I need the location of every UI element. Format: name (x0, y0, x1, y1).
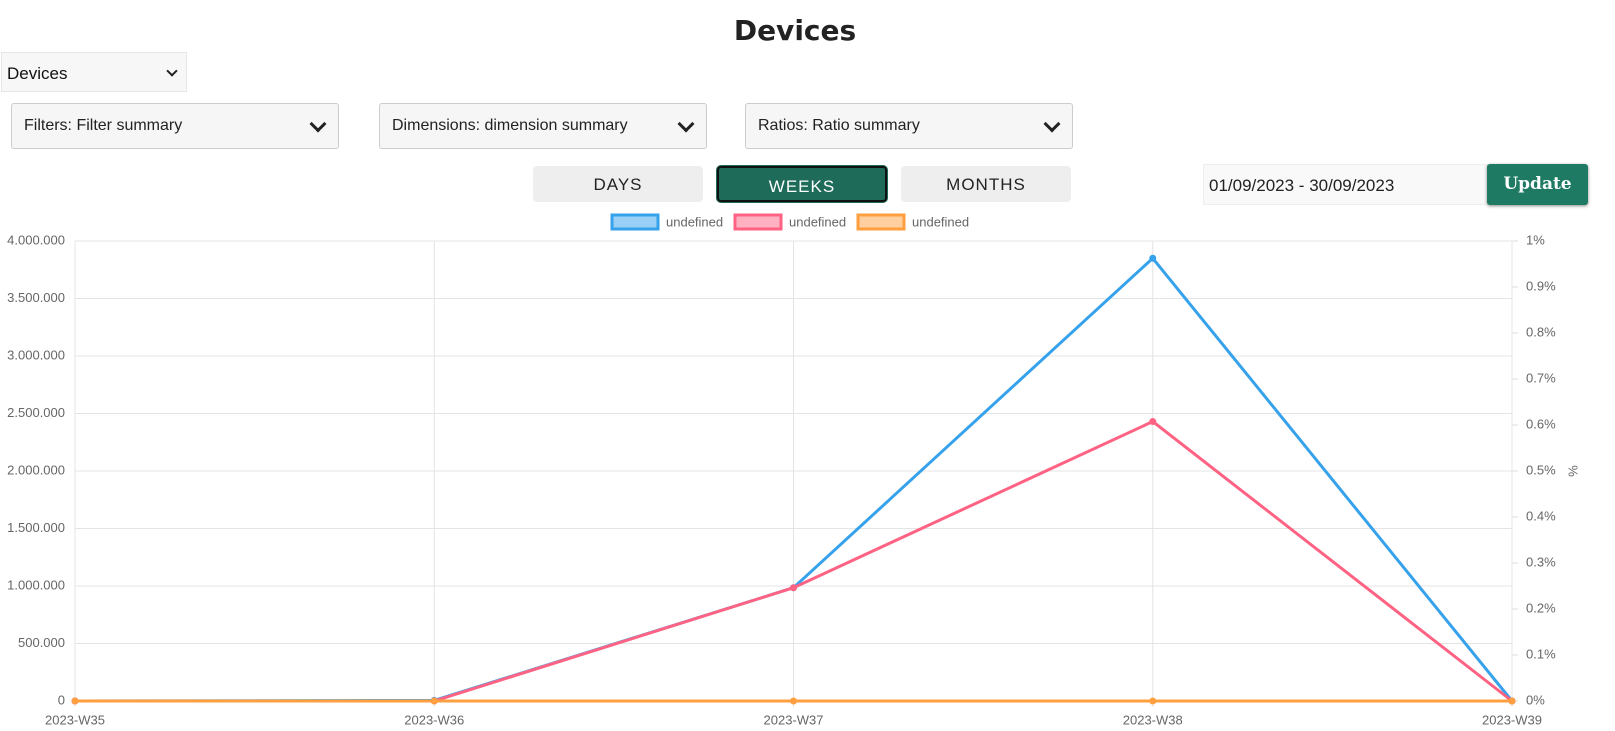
y2-tick-label: 0.2% (1526, 600, 1556, 615)
x-tick-label: 2023-W37 (764, 712, 824, 727)
page-title: Devices (733, 14, 857, 47)
period-button[interactable]: WEEKS (717, 166, 887, 202)
y2-tick-label: 0.8% (1526, 324, 1556, 339)
date-range-input[interactable]: 01/09/2023 - 30/09/2023 (1203, 164, 1488, 205)
data-point (790, 697, 797, 705)
legend-label: undefined (666, 214, 723, 229)
legend-swatch (856, 213, 906, 231)
x-tick-label: 2023-W35 (45, 712, 105, 727)
x-tick-label: 2023-W39 (1482, 712, 1542, 727)
data-point (1149, 418, 1157, 426)
y2-tick-label: 0.5% (1526, 462, 1556, 477)
x-tick-label: 2023-W36 (404, 712, 464, 727)
dropdown-label: Filters: Filter summary (24, 117, 183, 134)
period-button[interactable]: MONTHS (901, 166, 1071, 202)
dropdown-label: Dimensions: dimension summary (392, 117, 628, 134)
y2-axis-title: % (1566, 465, 1581, 477)
period-button[interactable]: DAYS (533, 166, 703, 202)
y-tick-label: 3.500.000 (7, 290, 65, 305)
y-tick-label: 3.000.000 (7, 347, 65, 362)
dimensions-dropdown[interactable]: Dimensions: dimension summary (379, 103, 707, 149)
y-tick-label: 0 (58, 692, 65, 707)
y-tick-label: 2.500.000 (7, 405, 65, 420)
ratios-dropdown[interactable]: Ratios: Ratio summary (745, 103, 1073, 149)
data-point (1149, 254, 1157, 262)
data-point (790, 584, 797, 592)
data-point (1508, 697, 1516, 705)
y2-tick-label: 0.1% (1526, 646, 1556, 661)
y-tick-label: 2.000.000 (7, 462, 65, 477)
report-select[interactable]: Devices (1, 52, 187, 92)
legend-label: undefined (912, 214, 969, 229)
y-tick-label: 500.000 (18, 635, 65, 650)
y-tick-label: 1.000.000 (7, 577, 65, 592)
data-point (430, 697, 438, 705)
y2-tick-label: 0.4% (1526, 508, 1556, 523)
x-tick-label: 2023-W38 (1123, 712, 1183, 727)
y-tick-label: 1.500.000 (7, 520, 65, 535)
legend-label: undefined (789, 214, 846, 229)
dropdown-label: Ratios: Ratio summary (758, 117, 920, 134)
legend-swatch (733, 213, 783, 231)
y-tick-label: 4.000.000 (7, 232, 65, 247)
y2-tick-label: 0.3% (1526, 554, 1556, 569)
data-point (1149, 697, 1157, 705)
y2-tick-label: 0.6% (1526, 416, 1556, 431)
data-point (71, 697, 79, 705)
update-button[interactable]: Update (1487, 164, 1588, 205)
filters-dropdown[interactable]: Filters: Filter summary (11, 103, 339, 149)
legend-swatch (610, 213, 660, 231)
select-label: Devices (7, 64, 68, 83)
y2-tick-label: 0.9% (1526, 278, 1556, 293)
y2-tick-label: 0.7% (1526, 370, 1556, 385)
y2-tick-label: 0% (1526, 692, 1545, 707)
y2-tick-label: 1% (1526, 232, 1545, 247)
